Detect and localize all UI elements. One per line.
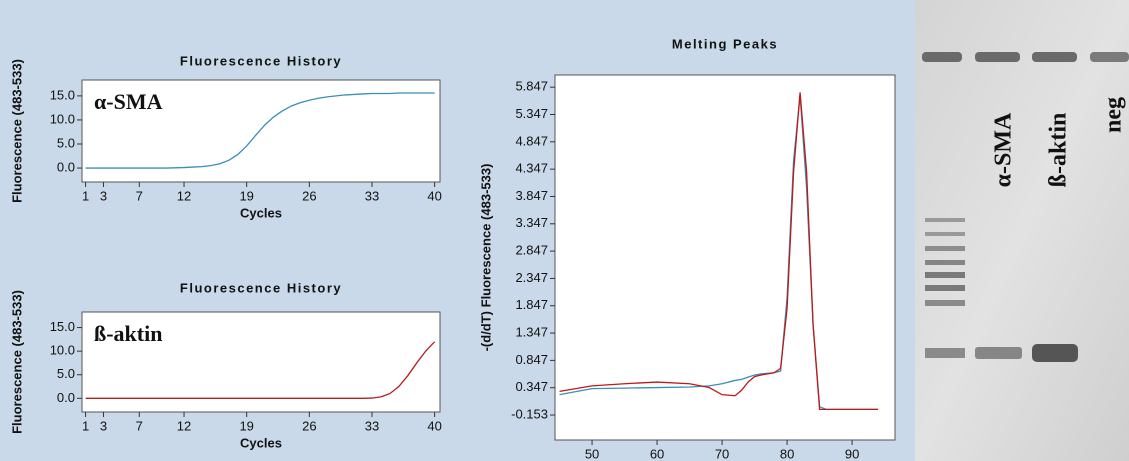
chart-title: Fluorescence History [180, 280, 342, 295]
y-tick-label: 10.0 [50, 111, 75, 126]
y-tick-label: 1.347 [515, 325, 548, 340]
y-tick-label: 1.847 [515, 297, 548, 312]
series-line [559, 92, 879, 411]
x-tick-label: 33 [365, 188, 379, 203]
y-axis-label: Fluorescence (483-533) [9, 59, 24, 203]
y-tick-label: 0.0 [57, 390, 75, 405]
lane-label: α-SMA [991, 112, 1017, 187]
x-tick-label: 26 [302, 188, 316, 203]
plot-area [81, 79, 441, 183]
lane-label: neg [1101, 97, 1127, 133]
y-tick-label: -0.153 [511, 406, 548, 421]
chart-title: Melting Peaks [672, 36, 778, 51]
annotation: α-SMA [94, 89, 163, 114]
x-tick-label: 1 [82, 418, 89, 433]
y-tick-label: 0.347 [515, 379, 548, 394]
x-tick-label: 3 [100, 188, 107, 203]
y-tick-label: 15.0 [50, 87, 75, 102]
y-tick-label: 3.347 [515, 215, 548, 230]
lane-label: ß-aktin [1046, 113, 1072, 188]
y-tick-label: 0.847 [515, 352, 548, 367]
x-tick-label: 3 [100, 418, 107, 433]
x-tick-label: 33 [365, 418, 379, 433]
y-tick-label: 2.847 [515, 243, 548, 258]
y-axis-label: Fluorescence (483-533) [9, 290, 24, 434]
x-tick-label: 60 [650, 446, 664, 461]
x-tick-label: 40 [427, 418, 441, 433]
annotation: ß-aktin [94, 321, 162, 346]
x-tick-label: 1 [82, 188, 89, 203]
y-tick-label: 15.0 [50, 319, 75, 334]
x-tick-label: 12 [177, 188, 191, 203]
x-tick-label: 19 [239, 418, 253, 433]
y-tick-label: 5.847 [515, 79, 548, 94]
x-tick-label: 40 [427, 188, 441, 203]
gel-image [915, 0, 1129, 461]
series-line [85, 341, 436, 399]
x-tick-label: 90 [845, 446, 859, 461]
x-tick-label: 12 [177, 418, 191, 433]
y-tick-label: 5.0 [57, 135, 75, 150]
y-tick-label: 4.347 [515, 161, 548, 176]
y-tick-label: 0.0 [57, 159, 75, 174]
y-tick-label: 5.347 [515, 106, 548, 121]
x-axis-label: Cycles [240, 435, 282, 450]
plot-area [554, 74, 896, 441]
chart-title: Fluorescence History [180, 53, 342, 68]
x-tick-label: 80 [780, 446, 794, 461]
x-tick-label: 50 [585, 446, 599, 461]
y-axis-label: -(d/dT) Fluorescence (483-533) [478, 164, 493, 352]
x-axis-label: Cycles [240, 205, 282, 220]
y-tick-label: 3.847 [515, 188, 548, 203]
x-tick-label: 26 [302, 418, 316, 433]
x-tick-label: 7 [136, 418, 143, 433]
series-line [85, 92, 435, 169]
y-tick-label: 2.347 [515, 270, 548, 285]
y-tick-label: 5.0 [57, 366, 75, 381]
y-tick-label: 4.847 [515, 133, 548, 148]
plot-area [81, 311, 441, 413]
y-tick-label: 10.0 [50, 343, 75, 358]
x-tick-label: 7 [136, 188, 143, 203]
x-tick-label: 19 [239, 188, 253, 203]
x-tick-label: 70 [715, 446, 729, 461]
